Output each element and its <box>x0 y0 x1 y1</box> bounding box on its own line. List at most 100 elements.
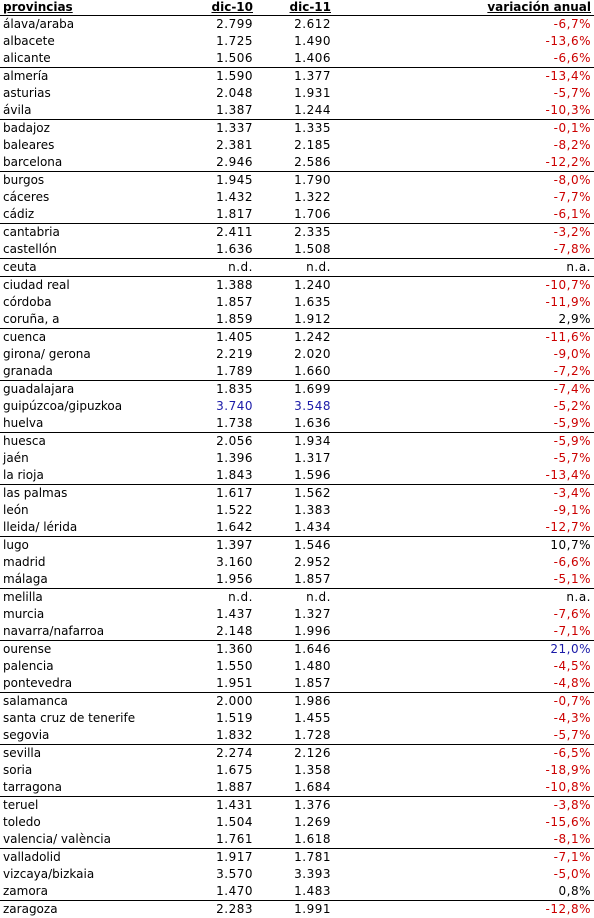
value-dec10: 1.956 <box>178 571 256 589</box>
value-dec11: 3.548 <box>256 398 334 415</box>
value-dec10: 1.506 <box>178 50 256 68</box>
value-dec11: 1.335 <box>256 120 334 138</box>
province-name: baleares <box>0 137 178 154</box>
annual-change: -6,5% <box>334 745 594 763</box>
province-name: las palmas <box>0 485 178 503</box>
annual-change: -12,2% <box>334 154 594 172</box>
annual-change: 0,8% <box>334 883 594 901</box>
value-dec10: n.d. <box>178 259 256 277</box>
value-dec10: 1.387 <box>178 102 256 120</box>
value-dec10: 2.148 <box>178 623 256 641</box>
value-dec11: n.d. <box>256 259 334 277</box>
province-name: cuenca <box>0 329 178 347</box>
value-dec10: 1.761 <box>178 831 256 849</box>
province-name: almería <box>0 68 178 86</box>
value-dec11: 1.857 <box>256 571 334 589</box>
province-name: la rioja <box>0 467 178 485</box>
value-dec11: 2.952 <box>256 554 334 571</box>
annual-change: -9,1% <box>334 502 594 519</box>
province-name: jaén <box>0 450 178 467</box>
value-dec11: 1.508 <box>256 241 334 259</box>
value-dec10: 1.835 <box>178 381 256 399</box>
annual-change: 2,9% <box>334 311 594 329</box>
province-name: málaga <box>0 571 178 589</box>
value-dec10: 1.642 <box>178 519 256 537</box>
value-dec11: 1.934 <box>256 433 334 451</box>
annual-change: -12,8% <box>334 901 594 918</box>
annual-change: -3,4% <box>334 485 594 503</box>
province-name: navarra/nafarroa <box>0 623 178 641</box>
value-dec11: 1.480 <box>256 658 334 675</box>
annual-change: -11,6% <box>334 329 594 347</box>
value-dec10: 2.000 <box>178 693 256 711</box>
annual-change: -5,7% <box>334 450 594 467</box>
province-name: valladolid <box>0 849 178 867</box>
value-dec11: 1.242 <box>256 329 334 347</box>
value-dec11: 2.126 <box>256 745 334 763</box>
annual-change: -7,4% <box>334 381 594 399</box>
value-dec11: 1.434 <box>256 519 334 537</box>
value-dec10: 1.360 <box>178 641 256 659</box>
value-dec11: 1.244 <box>256 102 334 120</box>
value-dec11: 2.185 <box>256 137 334 154</box>
value-dec10: 1.405 <box>178 329 256 347</box>
column-header-annual-change: variación anual <box>334 0 594 16</box>
value-dec10: 1.504 <box>178 814 256 831</box>
annual-change: -0,7% <box>334 693 594 711</box>
value-dec10: 2.048 <box>178 85 256 102</box>
annual-change: -12,7% <box>334 519 594 537</box>
value-dec10: 1.388 <box>178 277 256 295</box>
value-dec10: 1.789 <box>178 363 256 381</box>
annual-change: -5,9% <box>334 415 594 433</box>
value-dec11: 1.455 <box>256 710 334 727</box>
province-name: cantabria <box>0 224 178 242</box>
value-dec11: 1.618 <box>256 831 334 849</box>
value-dec10: 1.857 <box>178 294 256 311</box>
annual-change: -6,6% <box>334 50 594 68</box>
value-dec11: 1.728 <box>256 727 334 745</box>
province-name: teruel <box>0 797 178 815</box>
annual-change: n.a. <box>334 259 594 277</box>
annual-change: -7,2% <box>334 363 594 381</box>
province-name: cádiz <box>0 206 178 224</box>
province-name: burgos <box>0 172 178 190</box>
province-name: álava/araba <box>0 16 178 34</box>
value-dec11: 2.335 <box>256 224 334 242</box>
annual-change: -18,9% <box>334 762 594 779</box>
annual-change: -3,2% <box>334 224 594 242</box>
province-name: ciudad real <box>0 277 178 295</box>
province-name: ourense <box>0 641 178 659</box>
value-dec11: 1.684 <box>256 779 334 797</box>
value-dec10: 2.411 <box>178 224 256 242</box>
value-dec10: 1.431 <box>178 797 256 815</box>
column-header-province: provincias <box>0 0 178 16</box>
value-dec11: 1.596 <box>256 467 334 485</box>
province-name: cáceres <box>0 189 178 206</box>
province-name: girona/ gerona <box>0 346 178 363</box>
value-dec11: 1.912 <box>256 311 334 329</box>
province-name: granada <box>0 363 178 381</box>
annual-change: 10,7% <box>334 537 594 555</box>
value-dec11: 1.383 <box>256 502 334 519</box>
value-dec10: 1.859 <box>178 311 256 329</box>
value-dec10: 1.432 <box>178 189 256 206</box>
value-dec11: 1.240 <box>256 277 334 295</box>
